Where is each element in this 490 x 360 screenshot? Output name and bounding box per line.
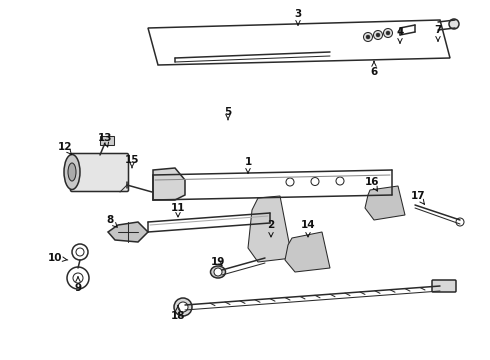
Polygon shape	[285, 232, 330, 272]
Circle shape	[214, 268, 222, 276]
Ellipse shape	[64, 154, 80, 189]
Text: 11: 11	[171, 203, 185, 217]
Circle shape	[174, 298, 192, 316]
Text: 16: 16	[365, 177, 379, 191]
Circle shape	[336, 177, 344, 185]
FancyBboxPatch shape	[71, 153, 128, 192]
Text: 15: 15	[125, 155, 139, 168]
Circle shape	[449, 19, 459, 29]
Circle shape	[373, 31, 383, 40]
FancyBboxPatch shape	[432, 280, 456, 292]
Text: 3: 3	[294, 9, 302, 25]
Text: 8: 8	[106, 215, 117, 227]
Circle shape	[72, 244, 88, 260]
Text: 17: 17	[411, 191, 425, 204]
Text: 6: 6	[370, 61, 378, 77]
Ellipse shape	[211, 266, 225, 278]
Polygon shape	[108, 222, 148, 242]
Text: 19: 19	[211, 257, 225, 267]
Text: 13: 13	[98, 133, 112, 147]
Text: 2: 2	[268, 220, 274, 237]
Ellipse shape	[68, 163, 76, 181]
Text: 10: 10	[48, 253, 68, 263]
Circle shape	[386, 31, 390, 35]
Polygon shape	[148, 20, 450, 65]
Text: 5: 5	[224, 107, 232, 120]
Circle shape	[456, 218, 464, 226]
Polygon shape	[365, 186, 405, 220]
Circle shape	[311, 177, 319, 185]
Text: 18: 18	[171, 305, 185, 321]
Text: 12: 12	[58, 142, 72, 155]
Text: 7: 7	[434, 25, 441, 41]
Text: 4: 4	[396, 27, 404, 43]
Circle shape	[384, 28, 392, 37]
Circle shape	[364, 32, 372, 41]
Circle shape	[67, 267, 89, 289]
Circle shape	[76, 248, 84, 256]
Circle shape	[178, 302, 188, 312]
Bar	[100, 136, 114, 145]
Polygon shape	[153, 168, 185, 200]
Text: 1: 1	[245, 157, 252, 173]
Circle shape	[366, 35, 370, 39]
Polygon shape	[248, 196, 292, 262]
Text: 9: 9	[74, 277, 81, 293]
Circle shape	[286, 178, 294, 186]
Circle shape	[376, 33, 380, 37]
Text: 14: 14	[301, 220, 315, 237]
Circle shape	[73, 273, 83, 283]
